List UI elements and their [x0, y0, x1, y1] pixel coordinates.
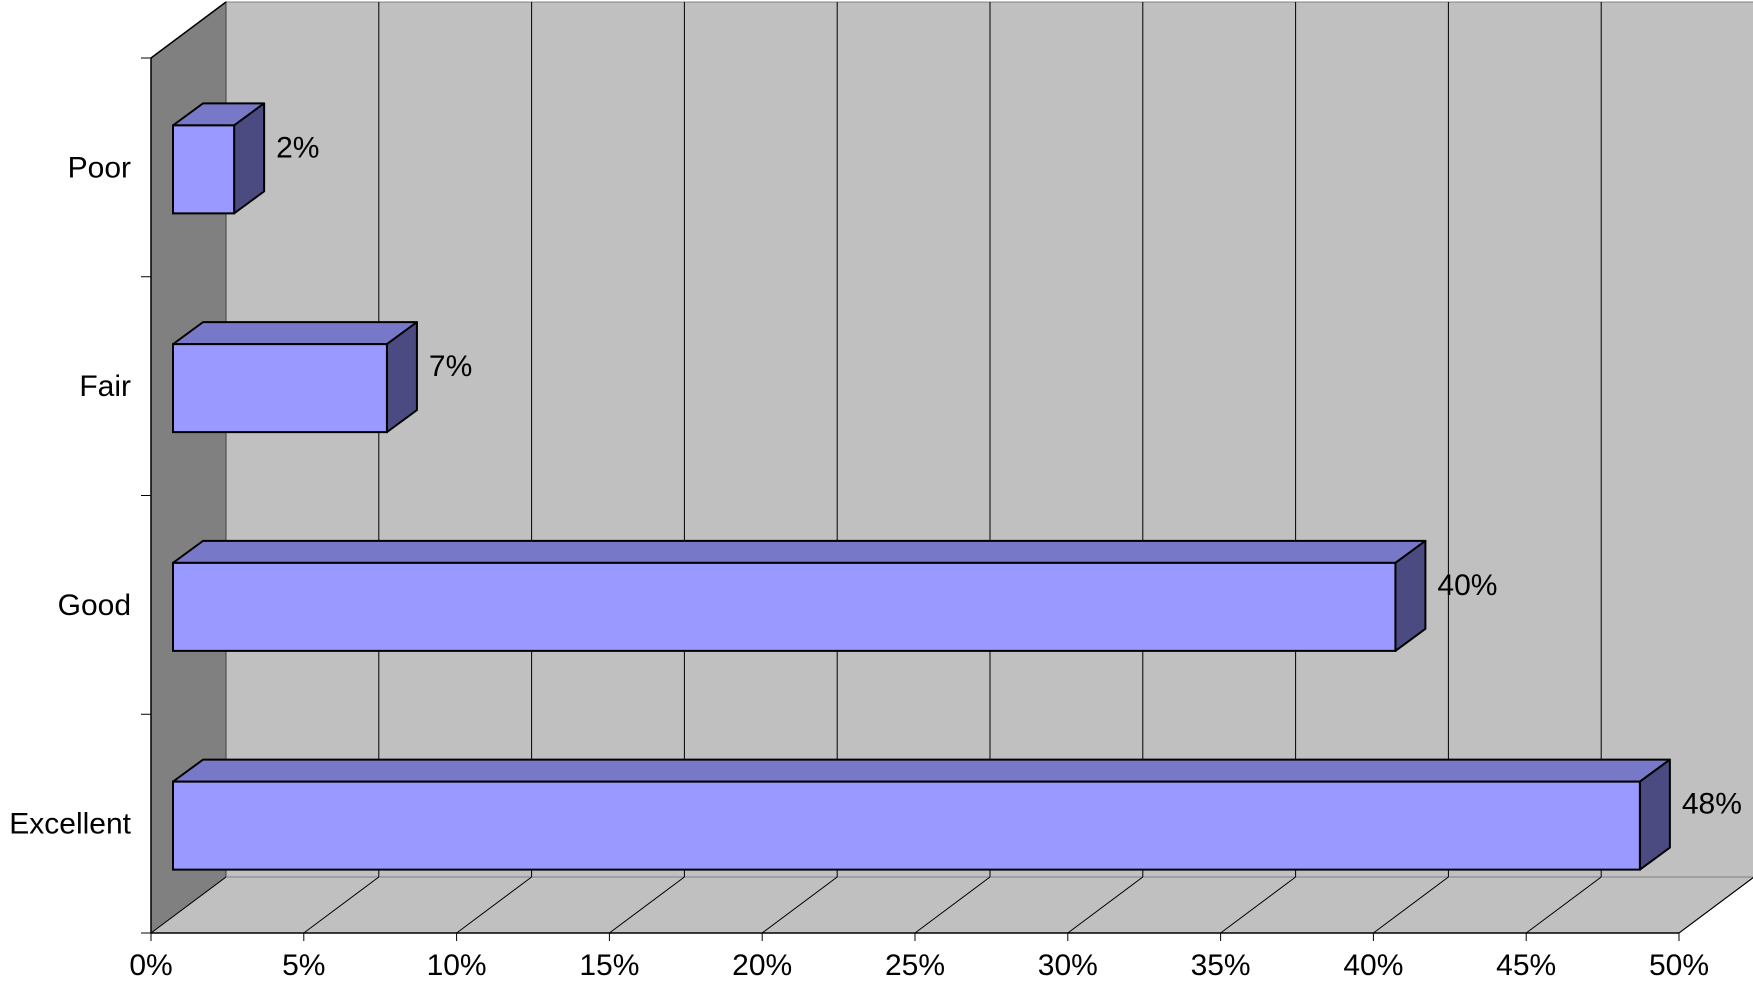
floor-gridline [761, 876, 838, 934]
labels: 0% 5% 10% 15% 20% 25% 30% 35% 40% 45% 50% Poor 2% Fai… [9, 131, 1742, 982]
x-tick-label: 15% [579, 949, 639, 982]
floor-gridline [150, 876, 227, 934]
floor-edge [1678, 877, 1753, 934]
x-tick-label: 40% [1343, 949, 1403, 982]
bar [172, 343, 388, 434]
bar [172, 124, 236, 215]
floor-gridline [914, 876, 991, 934]
bar-top [172, 321, 418, 346]
x-tick-label: 45% [1496, 949, 1556, 982]
x-tick-label: 50% [1649, 949, 1709, 982]
floor-gridline [1067, 876, 1144, 934]
category-label: Fair [79, 370, 131, 403]
x-tick-label: 30% [1038, 949, 1098, 982]
axes [141, 1, 1753, 941]
bar-top [172, 758, 1671, 783]
floor-gridline [1220, 876, 1296, 934]
x-tick-label: 35% [1191, 949, 1251, 982]
floor-gridline [609, 876, 685, 934]
floor-gridline [303, 876, 380, 934]
x-tick-label: 0% [129, 949, 172, 982]
depth-edge [150, 1, 227, 59]
bar-top [172, 539, 1427, 564]
data-label: 2% [276, 131, 319, 164]
category-label: Good [58, 589, 131, 622]
x-tick-label: 20% [732, 949, 792, 982]
bar [172, 780, 1641, 871]
x-tick-label: 5% [282, 949, 325, 982]
floor-gridline [456, 876, 532, 934]
data-label: 7% [429, 350, 472, 383]
category-label: Poor [68, 151, 131, 184]
gridlines [150, 2, 1753, 934]
data-label: 48% [1682, 788, 1742, 821]
bar [172, 561, 1397, 652]
x-tick-label: 10% [427, 949, 487, 982]
bars [172, 102, 1671, 871]
x-tick-label: 25% [885, 949, 945, 982]
floor-gridline [1373, 876, 1449, 934]
floor-gridline [1525, 876, 1602, 934]
data-label: 40% [1437, 569, 1497, 602]
category-label: Excellent [9, 808, 131, 841]
